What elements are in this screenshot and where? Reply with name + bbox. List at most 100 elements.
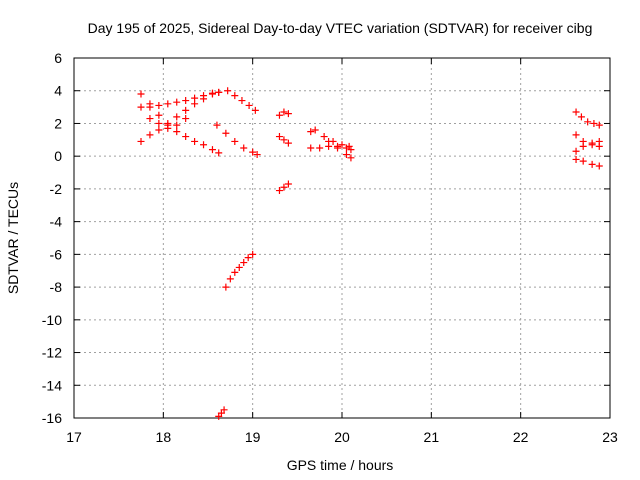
data-point [231,268,239,276]
data-point [577,113,585,121]
data-point [182,97,190,105]
data-point [164,124,172,132]
data-point [595,137,603,145]
data-point [307,128,315,136]
data-point [224,87,232,95]
data-point [137,103,145,111]
data-point [137,137,145,145]
data-point [146,103,154,111]
y-tick-label: -4 [50,214,63,230]
data-point [191,100,199,108]
y-axis-tick-labels: 6 4 2 0 -2 -4 -6 -8 -10 -12 -14 -16 [42,50,62,426]
y-tick-label: 0 [54,148,62,164]
data-point [579,157,587,165]
axis-ticks [73,57,611,419]
data-point [595,162,603,170]
y-tick-label: -12 [42,345,62,361]
data-point [284,139,292,147]
data-point [253,151,261,159]
x-axis-label: GPS time / hours [287,457,394,473]
chart-title: Day 195 of 2025, Sidereal Day-to-day VTE… [88,20,593,36]
data-point [572,131,580,139]
data-point [182,115,190,123]
data-point [173,121,181,129]
data-point [231,92,239,100]
grid-lines [74,58,610,418]
data-point [275,187,283,195]
data-point [238,97,246,105]
data-point [213,121,221,129]
data-point [334,144,342,152]
data-point [325,137,333,145]
data-point [347,154,355,162]
data-point [347,146,355,154]
data-point [182,106,190,114]
data-point [244,254,252,262]
y-axis-label: SDTVAR / TECUs [5,182,21,294]
x-tick-label: 20 [334,429,350,445]
data-point [342,144,350,152]
data-point [173,113,181,121]
data-point [584,118,592,126]
data-point [280,183,288,191]
y-tick-label: -8 [50,279,63,295]
y-tick-label: 2 [54,115,62,131]
data-point [173,128,181,136]
x-tick-label: 22 [513,429,529,445]
data-point [275,111,283,119]
data-point [220,406,228,414]
x-axis-tick-labels: 17 18 19 20 21 22 23 [66,429,618,445]
data-point [251,106,259,114]
data-point [208,146,216,154]
data-point [338,141,346,149]
data-point [215,88,223,96]
x-tick-label: 23 [602,429,618,445]
data-point [311,126,319,134]
data-point [307,144,315,152]
data-point [572,108,580,116]
data-point [316,144,324,152]
data-point [200,95,208,103]
data-point [572,155,580,163]
data-point [595,121,603,129]
x-tick-label: 18 [156,429,172,445]
data-point [146,131,154,139]
data-point [182,133,190,141]
data-point [146,115,154,123]
data-point [579,142,587,150]
data-point [137,90,145,98]
y-tick-label: -16 [42,410,62,426]
y-tick-label: 6 [54,50,62,66]
data-point [173,98,181,106]
data-point [284,180,292,188]
data-point [284,110,292,118]
data-point [231,137,239,145]
x-tick-label: 19 [245,429,261,445]
data-point [155,111,163,119]
data-point [275,133,283,141]
data-point [208,90,216,98]
data-point [588,139,596,147]
data-point [200,141,208,149]
data-point [280,108,288,116]
x-tick-label: 17 [66,429,82,445]
data-point [226,275,234,283]
data-point [240,144,248,152]
data-point [342,151,350,159]
data-point [164,100,172,108]
data-point [155,101,163,109]
data-point [240,259,248,267]
data-point [249,250,257,258]
data-point [588,160,596,168]
y-tick-label: 4 [54,83,62,99]
data-point [191,137,199,145]
data-point [215,149,223,157]
y-tick-label: -6 [50,246,63,262]
data-point [155,126,163,134]
data-point [235,263,243,271]
y-tick-label: -2 [50,181,63,197]
x-tick-label: 21 [424,429,440,445]
data-point [245,101,253,109]
data-point [249,148,257,156]
